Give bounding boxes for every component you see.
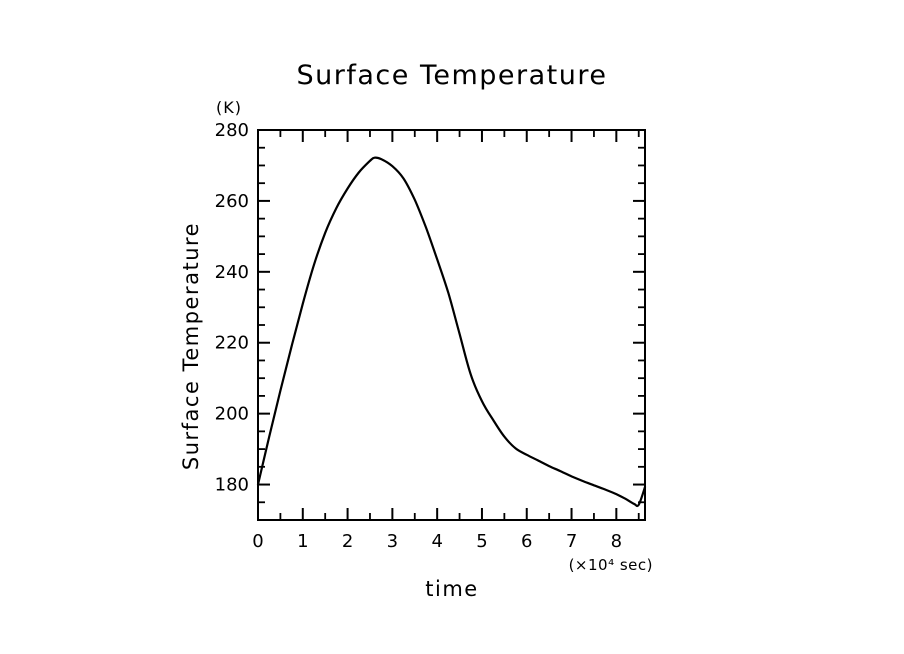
y-tick-label: 220 — [215, 333, 249, 354]
x-tick-label: 5 — [476, 531, 487, 552]
y-tick-label: 240 — [215, 262, 249, 283]
y-axis-unit-label: (K) — [216, 98, 242, 117]
x-tick-label: 7 — [566, 531, 577, 552]
y-tick-label: 280 — [215, 120, 249, 141]
x-tick-label: 2 — [342, 531, 353, 552]
temperature-curve — [256, 156, 647, 508]
y-tick-label: 200 — [215, 404, 249, 425]
x-tick-label: 0 — [252, 531, 263, 552]
x-axis-unit-label: (×10⁴ sec) — [569, 556, 653, 574]
x-tick-label: 4 — [431, 531, 442, 552]
x-tick-label: 3 — [387, 531, 398, 552]
series-line — [256, 156, 647, 508]
y-tick-label: 180 — [215, 475, 249, 496]
chart-title: Surface Temperature — [297, 60, 608, 91]
y-tick-label: 260 — [215, 191, 249, 212]
x-tick-label: 6 — [521, 531, 532, 552]
x-axis-label: time — [425, 577, 478, 601]
y-axis-label: Surface Temperature — [179, 222, 203, 470]
x-tick-label: 8 — [611, 531, 622, 552]
axes: 0 1 2 3 4 5 6 7 8 180 200 220 240 260 280 — [215, 120, 646, 552]
x-tick-label: 1 — [297, 531, 308, 552]
